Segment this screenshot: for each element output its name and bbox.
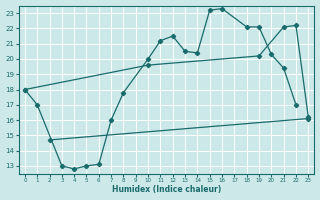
X-axis label: Humidex (Indice chaleur): Humidex (Indice chaleur) [112, 185, 221, 194]
